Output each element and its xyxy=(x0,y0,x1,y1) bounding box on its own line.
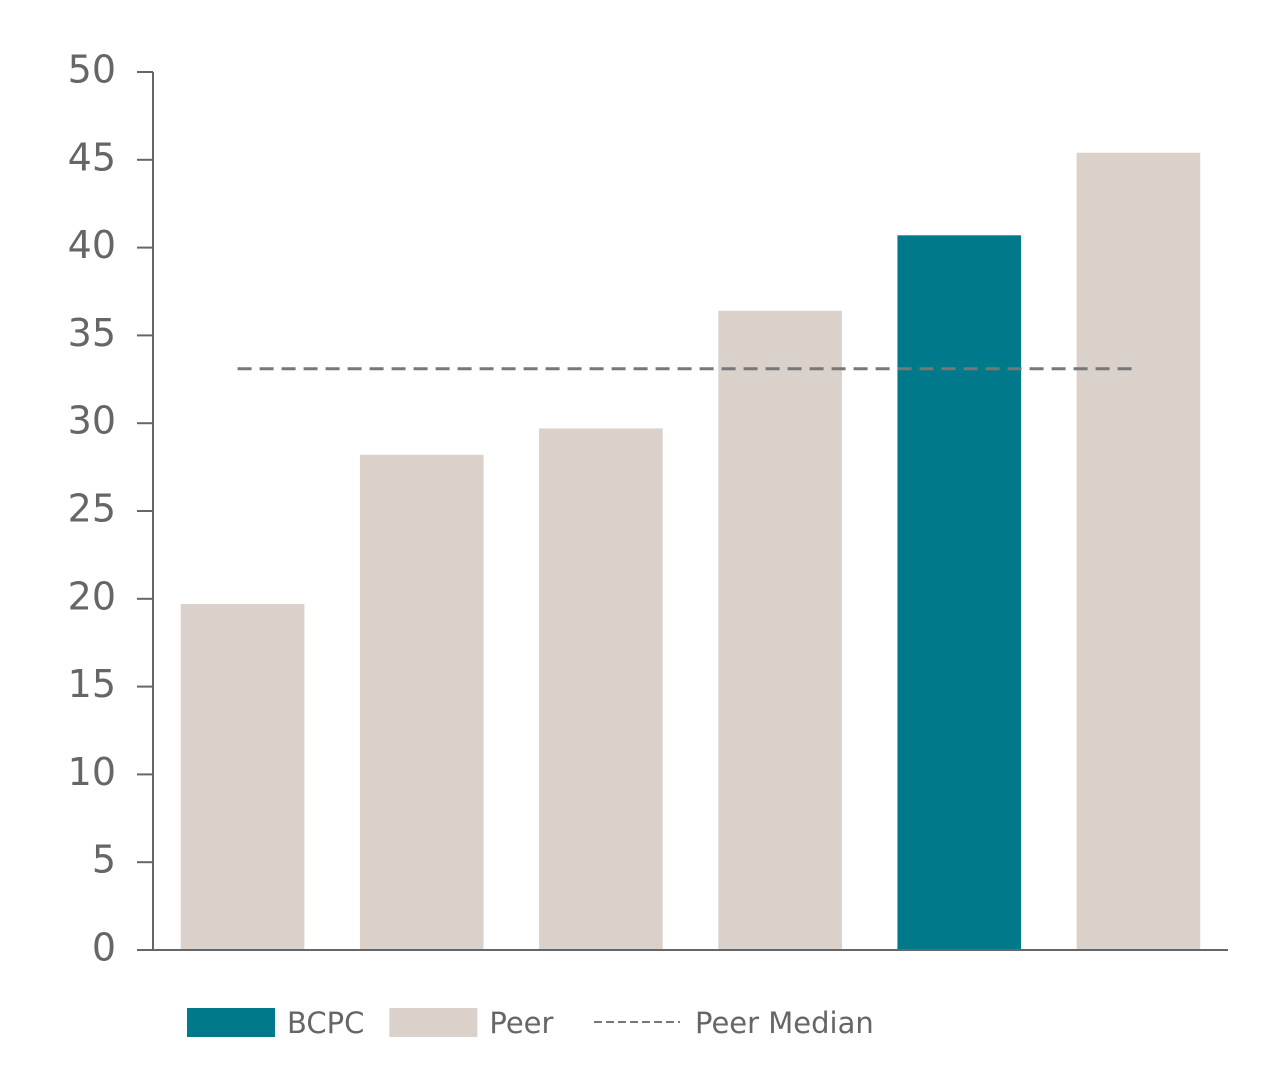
legend-swatch xyxy=(389,1008,478,1037)
y-tick-label: 0 xyxy=(92,926,116,970)
y-tick-label: 40 xyxy=(68,223,116,267)
legend-swatch xyxy=(187,1008,275,1037)
bar xyxy=(359,454,484,950)
bar xyxy=(539,428,663,950)
y-tick-label: 45 xyxy=(68,135,116,179)
y-tick-label: 10 xyxy=(68,750,116,794)
y-tick-label: 20 xyxy=(68,574,116,618)
y-tick-label: 5 xyxy=(92,838,116,882)
legend-label: BCPC xyxy=(287,1006,364,1040)
legend-label: Peer xyxy=(489,1006,553,1040)
bar xyxy=(1076,152,1201,950)
bar xyxy=(180,604,305,950)
y-tick-label: 35 xyxy=(68,311,116,355)
y-tick-label: 50 xyxy=(68,48,116,92)
bar xyxy=(718,310,842,950)
bar xyxy=(897,235,1022,951)
y-tick-label: 30 xyxy=(68,399,116,443)
legend-label: Peer Median xyxy=(695,1006,874,1040)
y-tick-label: 15 xyxy=(68,662,116,706)
y-tick-label: 25 xyxy=(68,487,116,531)
